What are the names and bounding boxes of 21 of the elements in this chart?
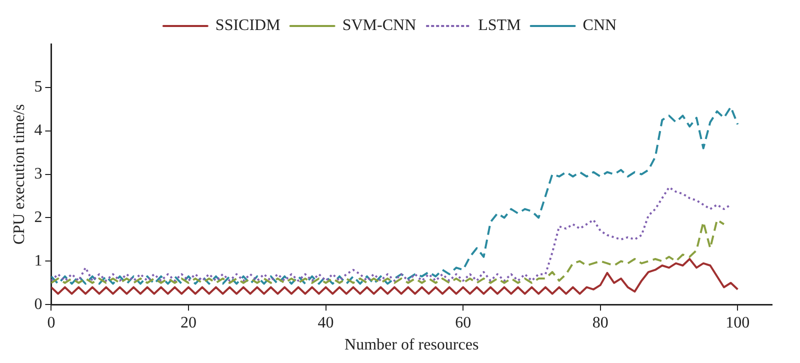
y-tick-label: 5 [34,78,42,96]
y-axis-title: CPU execution time/s [10,104,28,245]
x-tick-label: 20 [180,314,196,332]
x-axis-title: Number of resources [344,336,479,354]
legend-label: SSICIDM [215,17,280,34]
x-tick-label: 60 [455,314,472,332]
legend-label: SVM-CNN [342,17,417,34]
y-tick-label: 0 [34,296,42,313]
x-tick-label: 40 [318,314,334,332]
legend-label: CNN [582,17,618,34]
line-series [51,106,739,285]
y-tick-label: 3 [34,166,42,183]
y-tick-label: 4 [34,122,42,140]
x-tick-label: 0 [47,314,56,332]
line-series [51,218,725,284]
line-series [51,186,732,282]
x-tick-label: 100 [726,314,750,332]
y-tick-label: 1 [34,252,42,270]
legend-label: LSTM [478,17,521,34]
x-tick-label: 80 [592,314,608,332]
y-tick-label: 2 [34,208,42,226]
